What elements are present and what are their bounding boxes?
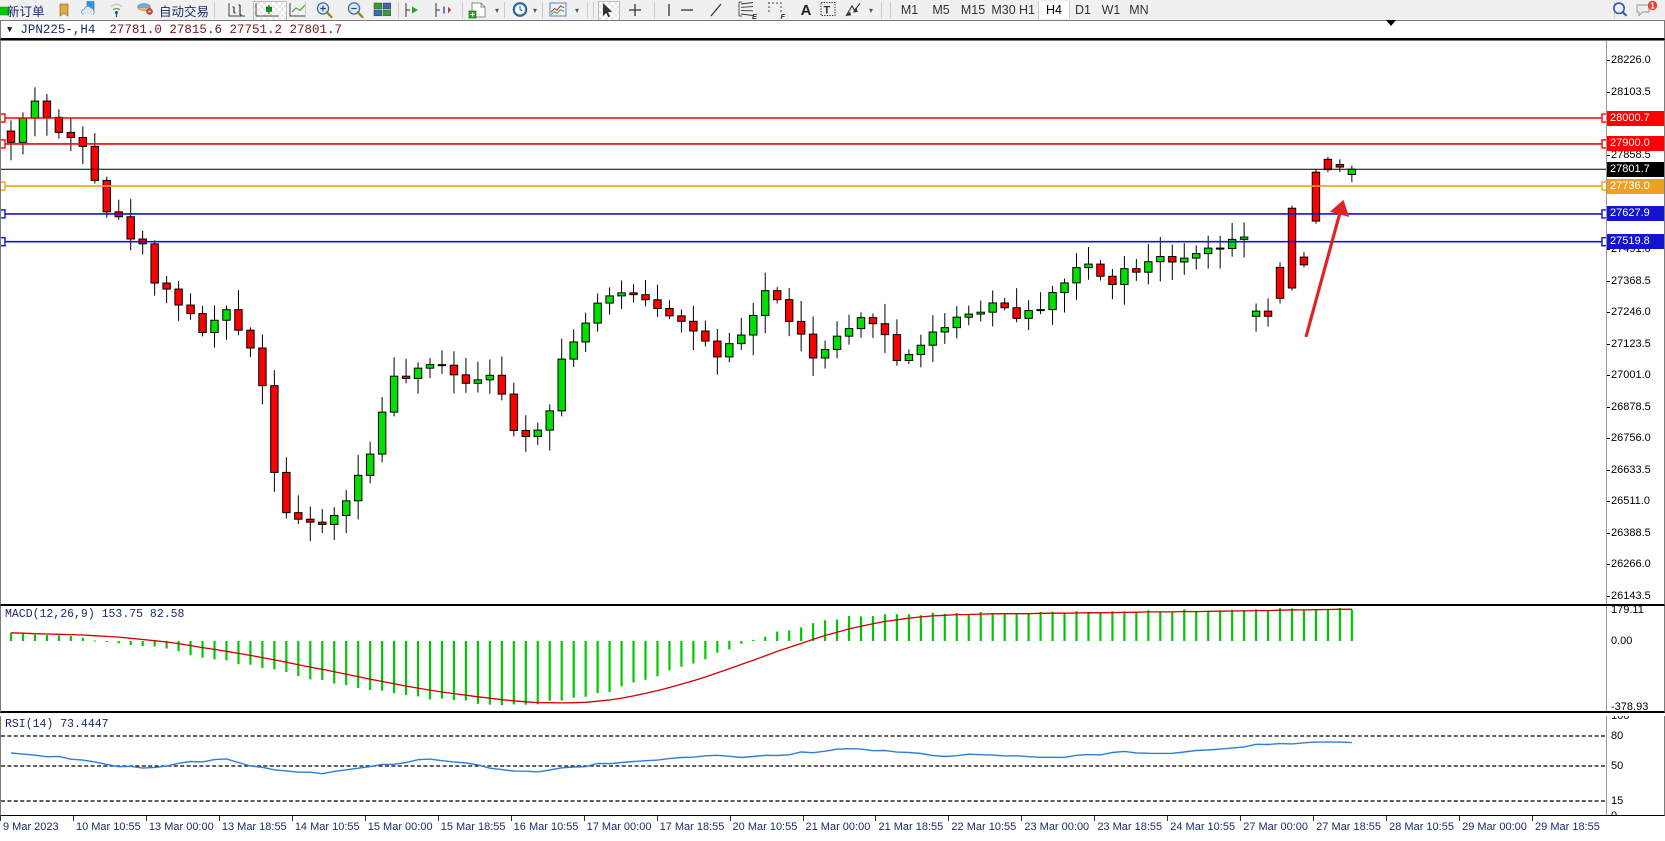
svg-text:T: T xyxy=(824,5,831,17)
svg-text:F: F xyxy=(781,12,786,20)
svg-text:1: 1 xyxy=(1650,0,1655,10)
svg-text:E: E xyxy=(752,12,758,20)
